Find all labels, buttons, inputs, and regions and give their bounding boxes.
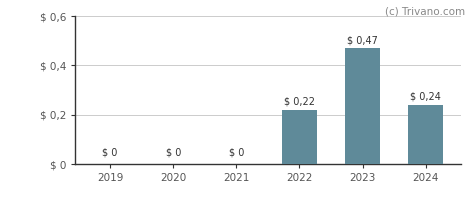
Bar bbox=[345, 48, 380, 164]
Bar bbox=[282, 110, 317, 164]
Text: $ 0: $ 0 bbox=[165, 148, 181, 158]
Text: $ 0,24: $ 0,24 bbox=[410, 92, 441, 102]
Text: $ 0: $ 0 bbox=[228, 148, 244, 158]
Text: $ 0,22: $ 0,22 bbox=[284, 97, 315, 107]
Text: $ 0,47: $ 0,47 bbox=[347, 35, 378, 45]
Text: $ 0: $ 0 bbox=[102, 148, 118, 158]
Bar bbox=[408, 105, 443, 164]
Text: (c) Trivano.com: (c) Trivano.com bbox=[385, 6, 465, 16]
